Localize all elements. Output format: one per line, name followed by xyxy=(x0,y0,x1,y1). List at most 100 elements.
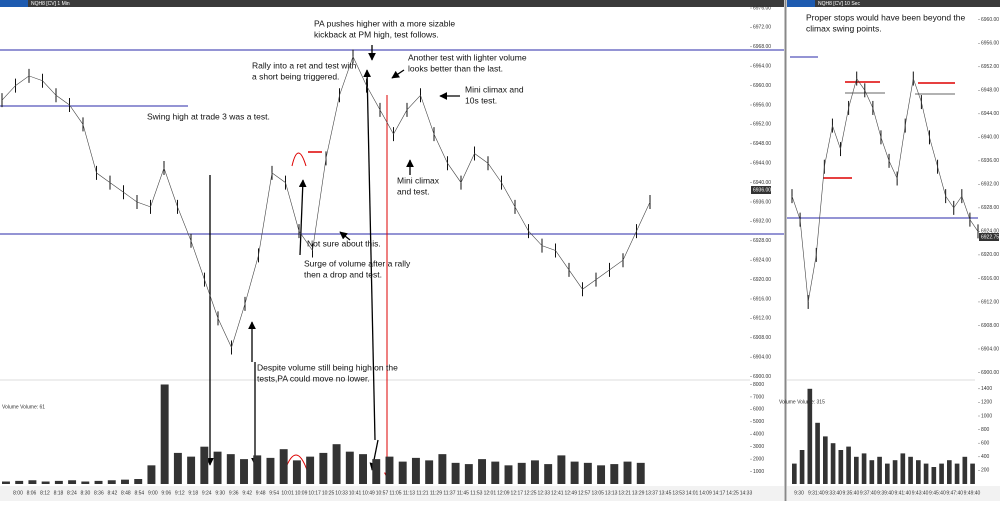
volume-tick-label: 200 xyxy=(981,468,990,474)
annotation: Despite volume still being high on the xyxy=(257,362,398,372)
volume-bar xyxy=(846,446,851,484)
y-tick-label: 6924.00 xyxy=(753,258,771,264)
x-tick-label: 9:45:40 xyxy=(929,490,946,496)
volume-bar xyxy=(939,463,944,484)
volume-bar xyxy=(838,450,844,484)
x-tick-label: 11:45 xyxy=(457,490,469,496)
last-price-box xyxy=(979,233,999,241)
left-volume-label: Volume Volume: 61 xyxy=(2,404,45,410)
annotation: Surge of volume after a rally xyxy=(304,258,411,268)
annotation: Proper stops would have been beyond the xyxy=(806,12,966,22)
volume-bar xyxy=(799,450,805,484)
volume-tick-label: 4000 xyxy=(753,432,764,438)
y-tick-label: 6900.00 xyxy=(753,374,771,380)
volume-bar xyxy=(121,479,129,484)
volume-tick-label: 1000 xyxy=(753,469,764,475)
x-tick-label: 13:45 xyxy=(659,490,672,496)
volume-bar xyxy=(359,454,367,484)
volume-bar xyxy=(147,465,156,484)
y-tick-label: 6944.00 xyxy=(981,111,999,117)
volume-bar xyxy=(962,456,968,484)
y-tick-label: 6948.00 xyxy=(753,141,771,147)
x-tick-label: 12:17 xyxy=(511,490,524,496)
volume-bar xyxy=(931,467,937,484)
x-tick-label: 12:33 xyxy=(538,490,551,496)
volume-bar xyxy=(885,463,890,484)
y-tick-label: 6960.00 xyxy=(753,83,771,89)
volume-bar xyxy=(557,455,566,484)
x-tick-label: 9:31:40 xyxy=(808,490,825,496)
y-tick-label: 6956.00 xyxy=(981,41,999,47)
volume-bar xyxy=(240,459,248,484)
x-tick-label: 12:41 xyxy=(551,490,564,496)
volume-tick-label: 1400 xyxy=(981,386,992,392)
volume-bar xyxy=(970,463,975,484)
annotation: tests,PA could move no lower. xyxy=(257,373,370,383)
volume-bar xyxy=(636,462,645,484)
y-tick-label: 6940.00 xyxy=(753,180,771,186)
x-tick-label: 9:39:40 xyxy=(877,490,894,496)
x-tick-label: 12:09 xyxy=(497,490,510,496)
volume-bar xyxy=(954,463,960,484)
price-line xyxy=(791,77,979,302)
arrow xyxy=(391,69,405,79)
volume-bar xyxy=(213,451,222,484)
volume-bar xyxy=(610,464,619,484)
x-tick-label: 9:42 xyxy=(242,490,252,496)
y-tick-label: 6912.00 xyxy=(981,299,999,305)
volume-bar xyxy=(81,481,90,484)
y-tick-label: 6968.00 xyxy=(753,44,771,50)
x-tick-label: 9:49:40 xyxy=(964,490,981,496)
annotation: and test. xyxy=(397,186,430,196)
volume-bar xyxy=(623,461,632,484)
annotation: Mini climax xyxy=(397,175,440,185)
x-tick-label: 9:06 xyxy=(161,490,171,496)
x-tick-label: 11:53 xyxy=(470,490,482,496)
volume-tick-label: 800 xyxy=(981,427,990,433)
x-tick-label: 8:54 xyxy=(134,490,144,496)
volume-tick-label: 600 xyxy=(981,441,990,447)
y-tick-label: 6920.00 xyxy=(981,252,999,258)
volume-bar xyxy=(200,446,209,484)
volume-bar xyxy=(908,456,913,484)
x-tick-label: 9:24 xyxy=(202,490,212,496)
annotation: Rally into a ret and test with xyxy=(252,60,357,70)
volume-bar xyxy=(807,388,813,484)
y-tick-label: 6908.00 xyxy=(753,335,771,341)
volume-tick-label: 8000 xyxy=(753,382,764,388)
x-tick-label: 10:01 xyxy=(281,490,294,496)
y-tick-label: 6956.00 xyxy=(753,102,771,108)
volume-bar xyxy=(28,480,37,484)
x-tick-label: 9:54 xyxy=(269,490,279,496)
right-volume-label: Volume Volume: 315 xyxy=(779,399,825,405)
y-tick-label: 6936.00 xyxy=(753,199,771,205)
y-tick-label: 6952.00 xyxy=(753,122,771,128)
x-tick-label: 10:41 xyxy=(349,490,362,496)
volume-bar xyxy=(830,443,836,484)
volume-bar xyxy=(425,460,434,484)
x-tick-label: 10:49 xyxy=(362,490,375,496)
x-tick-label: 9:48 xyxy=(256,490,266,496)
volume-bar xyxy=(266,457,275,484)
volume-bar xyxy=(517,462,526,484)
last-price: 6936.00 xyxy=(753,187,771,193)
volume-bar xyxy=(253,455,262,484)
volume-bar xyxy=(2,481,10,484)
x-tick-label: 9:47:40 xyxy=(946,490,963,496)
left-header: NQH8 [CV] 1 Min xyxy=(31,1,70,7)
y-tick-label: 6940.00 xyxy=(981,135,999,141)
x-tick-label: 10:17 xyxy=(308,490,321,496)
volume-bar xyxy=(597,465,606,484)
left-header-bar xyxy=(0,0,784,7)
volume-tick-label: 3000 xyxy=(753,444,764,450)
right-time-axis xyxy=(787,486,1000,501)
volume-tick-label: 7000 xyxy=(753,394,764,400)
x-tick-label: 9:33:40 xyxy=(825,490,842,496)
x-tick-label: 9:36 xyxy=(229,490,239,496)
annotation: Swing high at trade 3 was a test. xyxy=(147,111,270,121)
volume-bar xyxy=(869,460,875,484)
volume-bar xyxy=(464,464,473,484)
volume-bar xyxy=(451,462,460,484)
y-tick-label: 6904.00 xyxy=(981,346,999,352)
x-tick-label: 8:36 xyxy=(94,490,104,496)
